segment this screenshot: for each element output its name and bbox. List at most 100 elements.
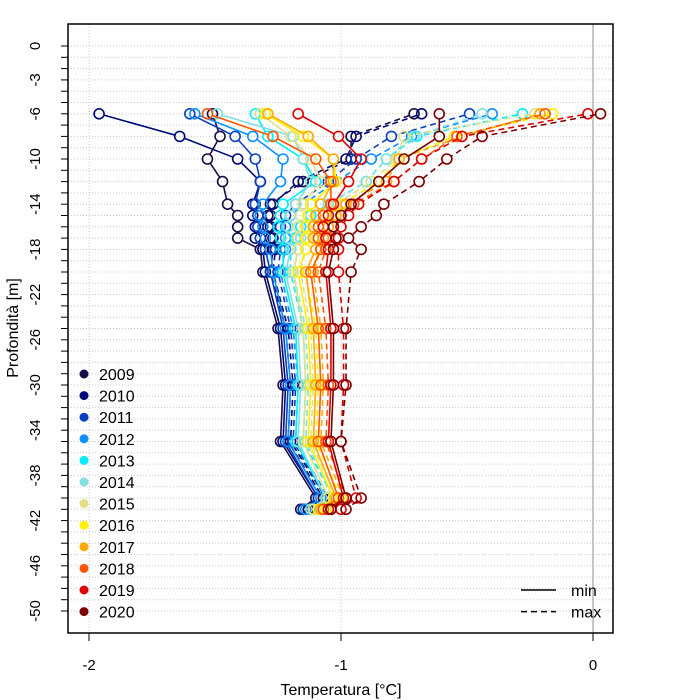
point-2012-min: [189, 108, 201, 120]
legend-label: 2018: [99, 561, 135, 578]
line-segment-2010-min: [265, 276, 281, 324]
line-segment-2014-min: [299, 445, 325, 494]
point-2019-min: [355, 153, 367, 165]
line-segment-2014-min: [304, 163, 310, 178]
line-segment-2016-max: [344, 183, 375, 203]
line-segment-2020-max: [450, 138, 479, 157]
line-segment-2010-min: [262, 254, 266, 268]
point-2020-max: [413, 175, 425, 188]
legend-swatch: [79, 520, 89, 530]
y-tick-label: -14: [27, 193, 44, 215]
point-2018-min: [201, 108, 214, 120]
point-2010-max: [267, 232, 279, 244]
line-segment-2020-max: [340, 389, 347, 437]
y-tick-label: -38: [27, 465, 44, 487]
line-segment-2017-min: [311, 139, 331, 157]
line-segment-2016-min: [309, 445, 333, 494]
point-2013-min: [277, 198, 289, 210]
line-segment-2010-max: [272, 254, 276, 268]
point-2020-max: [340, 379, 352, 391]
line-segment-2010-max: [347, 140, 355, 155]
line-segment-2017-max: [320, 333, 324, 381]
line-segment-2012-min: [280, 163, 284, 177]
line-segment-2011-min: [282, 333, 289, 381]
line-segment-2020-max: [364, 217, 373, 225]
point-2012-min: [259, 232, 272, 244]
line-segment-2018-min: [317, 162, 329, 178]
line-segment-2018-max: [325, 389, 329, 437]
legend-label: 2012: [99, 432, 135, 449]
point-2017-min: [307, 322, 320, 335]
point-2019-max: [335, 221, 347, 233]
y-tick-label: -50: [27, 600, 44, 622]
point-2020-max: [355, 221, 367, 233]
line-segment-2018-max: [318, 276, 327, 324]
line-segment-2010-min: [184, 137, 234, 158]
line-segment-2009-min: [241, 239, 257, 248]
legend-swatch: [79, 607, 89, 617]
legend-swatch: [79, 369, 89, 379]
legend-label: 2010: [99, 389, 135, 406]
point-2016-max: [546, 108, 559, 120]
point-2018-min: [317, 209, 330, 222]
point-2012-min: [257, 221, 269, 233]
line-segment-2019-min: [341, 139, 359, 157]
point-2012-min: [277, 153, 289, 165]
line-segment-2016-min: [298, 276, 309, 324]
line-segment-2015-max: [408, 113, 531, 137]
line-segment-2014-max: [389, 138, 411, 157]
x-tick-label: -2: [82, 657, 95, 674]
line-segment-2016-min: [307, 389, 312, 437]
point-2015-min: [254, 108, 267, 120]
point-2014-min: [284, 243, 297, 256]
series-2018-max: [312, 108, 551, 516]
point-2018-min: [315, 243, 327, 256]
point-2017-max: [330, 209, 342, 222]
point-2019-min: [292, 108, 304, 120]
point-2020-min: [322, 266, 335, 278]
point-2020-max: [340, 503, 352, 516]
point-2017-min: [309, 209, 322, 222]
series-2019-min: [292, 108, 367, 516]
x-axis-title: Temperatura [°C]: [280, 682, 401, 699]
point-2011-min: [249, 153, 262, 165]
point-2017-min: [307, 435, 320, 448]
line-segment-2019-max: [338, 276, 344, 324]
line-segment-2010-max: [273, 276, 288, 324]
point-2020-min: [327, 379, 340, 391]
legend-swatch: [79, 391, 89, 401]
legend-item: 2018: [79, 561, 135, 578]
legend-label: 2017: [99, 540, 135, 557]
y-tick-label: -34: [27, 419, 44, 441]
line-segment-2015-max: [310, 389, 314, 437]
point-2015-min: [284, 130, 297, 143]
legend-item: 2012: [79, 432, 135, 449]
line-segment-2016-min: [298, 253, 305, 268]
line-segment-2020-min: [334, 500, 343, 507]
line-segment-2020-max: [352, 253, 360, 268]
legend-item: 2019: [79, 583, 135, 600]
line-segment-2018-min: [211, 114, 269, 136]
point-2009-min: [221, 198, 234, 210]
line-segment-2012-min: [289, 445, 320, 495]
line-segment-2020-max: [351, 229, 358, 236]
point-2010-min: [259, 266, 272, 278]
line-segment-2017-max: [313, 276, 321, 324]
line-segment-2012-min: [265, 185, 279, 201]
point-2009-min: [231, 232, 244, 244]
point-2019-max: [332, 243, 345, 256]
y-tick-label: -18: [27, 239, 44, 261]
point-2012-min: [274, 175, 287, 188]
line-segment-2016-min: [307, 333, 312, 381]
year-legend: 2009 2010 2011 2012 2013 2014 2015 2016 2017 2018…: [79, 367, 135, 622]
line-segment-2017-min: [322, 185, 332, 201]
y-tick-label: -46: [27, 555, 44, 577]
line-segment-2015-min: [312, 163, 320, 178]
line-segment-2013-min: [304, 162, 315, 178]
point-2016-min: [299, 221, 312, 233]
point-2014-max: [360, 175, 373, 188]
point-2020-min: [325, 503, 337, 516]
point-2010-min: [93, 108, 105, 120]
point-2015-min: [297, 198, 310, 210]
point-2020-max: [355, 243, 367, 256]
